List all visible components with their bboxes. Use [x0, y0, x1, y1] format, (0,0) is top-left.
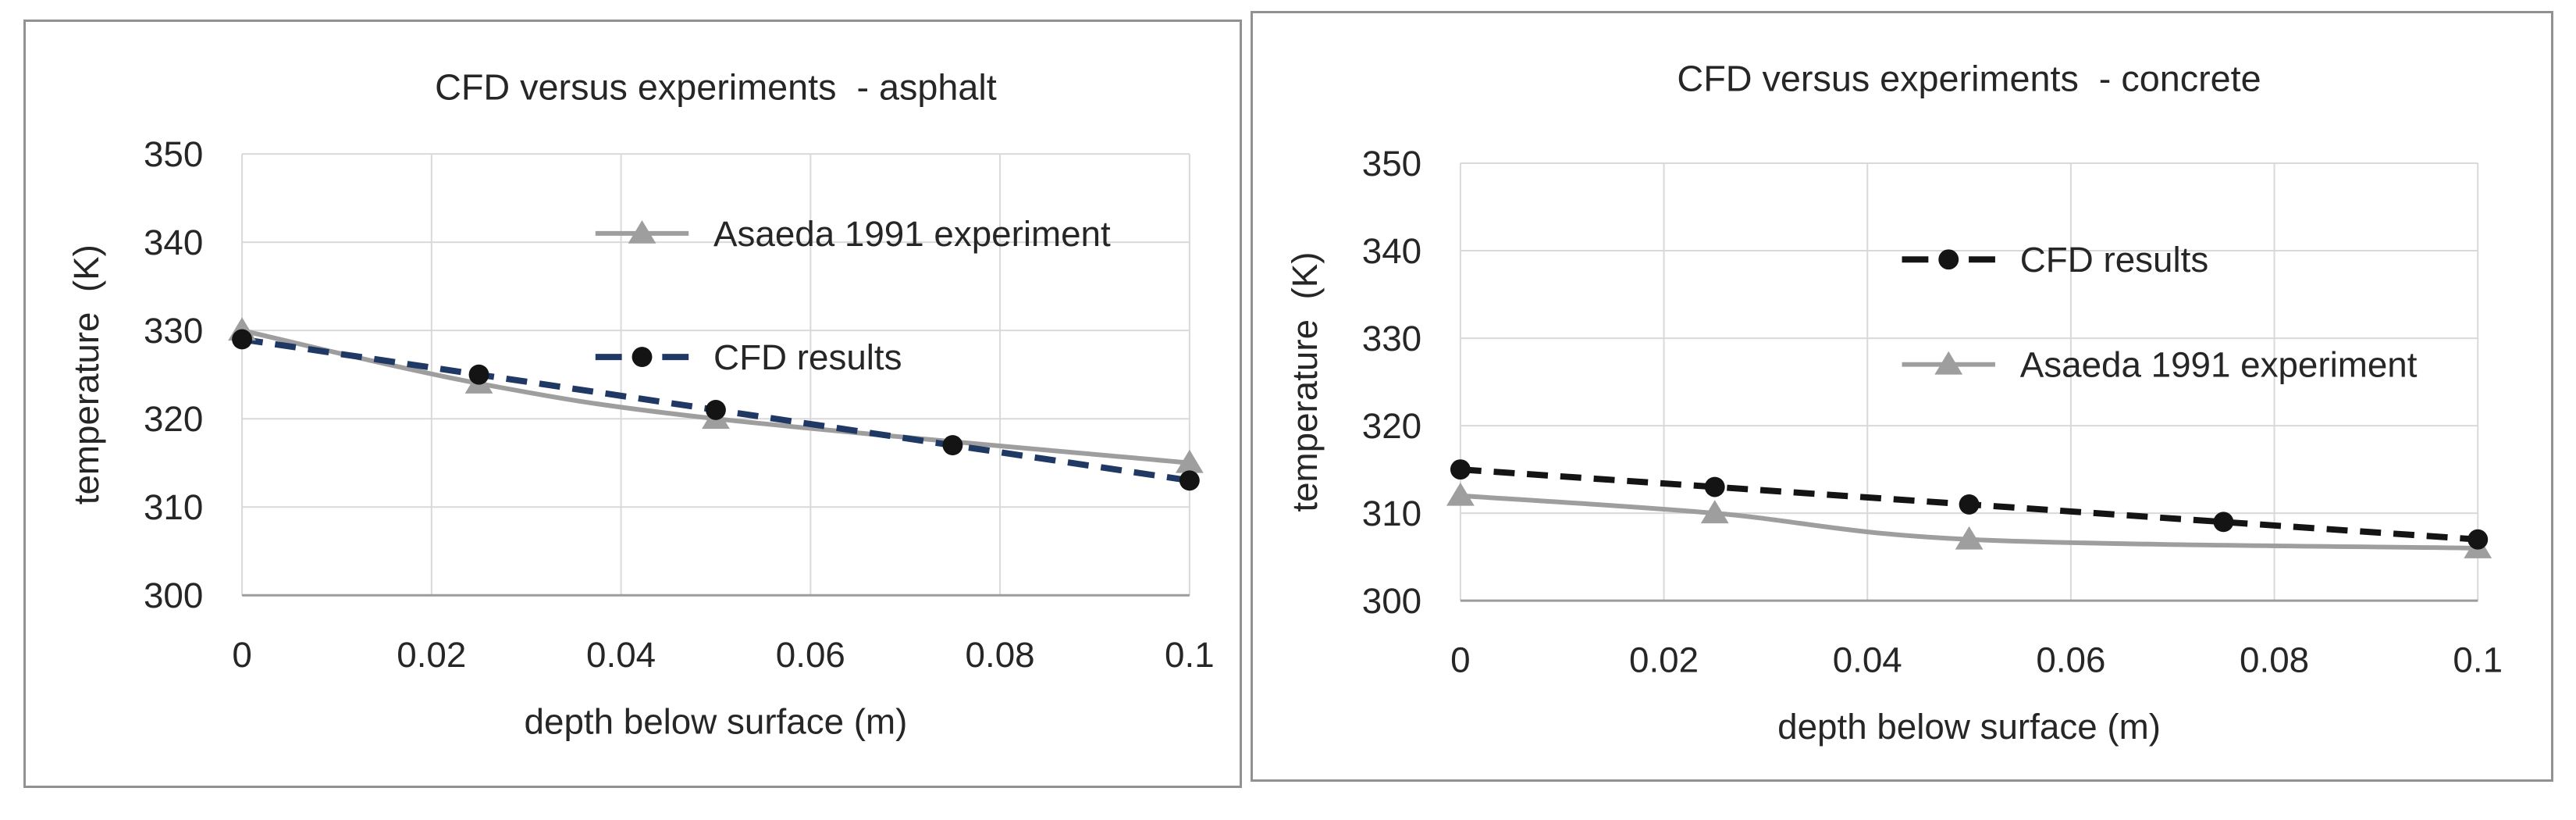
x-tick-label: 0.02	[1629, 640, 1699, 680]
x-axis-title: depth below surface (m)	[525, 701, 908, 741]
x-tick-label: 0.04	[1833, 640, 1902, 680]
y-tick-label: 310	[1362, 494, 1421, 533]
gridlines	[1459, 162, 2479, 602]
data-point-cfd-results	[2467, 529, 2489, 550]
y-tick-label: 300	[144, 576, 203, 615]
x-tick-label: 0.1	[2453, 640, 2503, 680]
x-tick-label: 0.06	[776, 635, 845, 675]
y-tick-label: 330	[1362, 319, 1421, 358]
x-tick-label: 0	[1450, 640, 1470, 680]
data-point-asaeda-1991-experiment	[1955, 526, 1984, 550]
concrete-chart: CFD versus experiments - concrete 350 340 3…	[1285, 58, 2503, 747]
y-tick-label: 300	[1362, 581, 1421, 621]
legend-label: CFD results	[2020, 240, 2208, 280]
chart-title: CFD versus experiments - asphalt	[435, 66, 997, 107]
legend-label: Asaeda 1991 experiment	[2020, 345, 2418, 385]
x-tick-label: 0.02	[397, 635, 466, 675]
data-point-cfd-results	[468, 364, 489, 385]
x-tick-label: 0.04	[586, 635, 656, 675]
legend-label: CFD results	[713, 337, 902, 377]
legend-marker-triangle	[628, 219, 656, 244]
y-tick-label: 320	[1362, 406, 1421, 446]
y-tick-label: 340	[1362, 231, 1421, 271]
data-point-cfd-results	[1959, 494, 1980, 515]
legend-marker-triangle	[1934, 351, 1963, 375]
chart-panel-asphalt: CFD versus experiments - asphalt 350 340 33…	[23, 20, 1242, 788]
data-point-cfd-results	[1179, 470, 1200, 491]
y-tick-label: 350	[144, 134, 203, 174]
data-point-asaeda-1991-experiment	[1446, 482, 1475, 506]
chart-panel-concrete: CFD versus experiments - concrete 350 340 3…	[1251, 11, 2553, 782]
legend-marker-circle	[1938, 249, 1959, 270]
y-axis-title: temperature (K)	[66, 244, 106, 504]
x-tick-label: 0.1	[1165, 635, 1215, 675]
y-tick-label: 340	[144, 223, 203, 262]
y-tick-label: 330	[144, 311, 203, 351]
legend-entry-asaeda-1991-experiment: Asaeda 1991 experiment	[1902, 345, 2418, 385]
chart-title: CFD versus experiments - concrete	[1677, 58, 2261, 98]
series-line-asaeda-1991-experiment	[241, 328, 1190, 465]
y-axis-title: temperature (K)	[1285, 252, 1325, 512]
x-tick-label: 0.08	[966, 635, 1035, 675]
legend-entry-asaeda-1991-experiment: Asaeda 1991 experiment	[595, 214, 1111, 254]
data-point-asaeda-1991-experiment	[1175, 449, 1204, 473]
x-tick-label: 0	[232, 635, 251, 675]
y-tick-label: 320	[144, 399, 203, 439]
data-point-asaeda-1991-experiment	[1700, 500, 1729, 524]
data-point-cfd-results	[1450, 459, 1471, 480]
x-tick-label: 0.06	[2036, 640, 2105, 680]
legend-marker-circle	[632, 347, 653, 368]
data-point-cfd-results	[2213, 512, 2234, 533]
data-point-cfd-results	[1704, 476, 1725, 497]
legend-label: Asaeda 1991 experiment	[713, 214, 1111, 254]
x-tick-label: 0.08	[2240, 640, 2309, 680]
y-tick-label: 350	[1362, 144, 1421, 184]
data-point-cfd-results	[942, 435, 963, 456]
x-axis-title: depth below surface (m)	[1777, 707, 2161, 747]
data-point-cfd-results	[706, 399, 726, 420]
asphalt-chart: CFD versus experiments - asphalt 350 340 33…	[66, 66, 1215, 741]
legend-entry-cfd-results: CFD results	[595, 337, 902, 377]
legend-entry-cfd-results: CFD results	[1902, 240, 2208, 280]
series-line-asaeda-1991-experiment	[1460, 493, 2478, 551]
data-point-cfd-results	[232, 329, 252, 350]
y-tick-label: 310	[144, 487, 203, 527]
